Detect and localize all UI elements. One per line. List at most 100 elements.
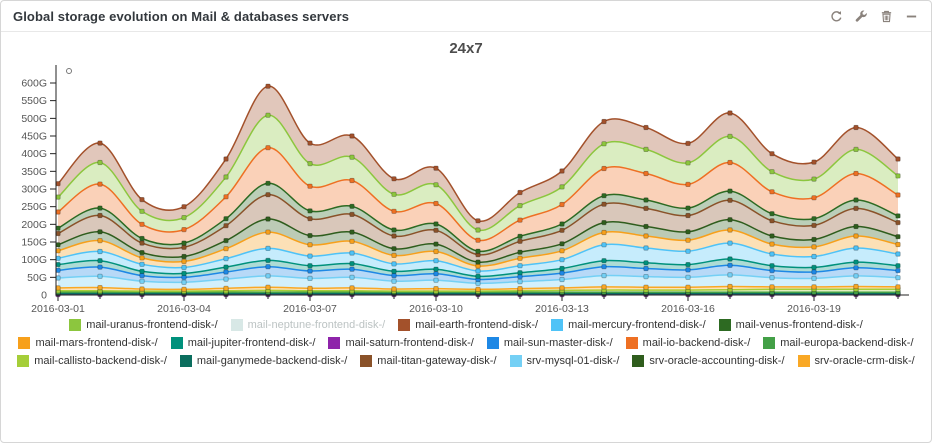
data-point-marker	[307, 263, 313, 269]
data-point-marker	[475, 227, 481, 233]
legend-item-srv-oracle-accounting-disk[interactable]: srv-oracle-accounting-disk-/	[632, 355, 785, 367]
data-point-marker	[769, 263, 775, 269]
data-point-marker	[601, 284, 607, 290]
data-point-marker	[181, 286, 187, 292]
data-point-marker	[853, 265, 859, 271]
data-point-marker	[853, 170, 859, 177]
data-point-marker	[601, 165, 607, 172]
legend-item-mail-ganymede-backend-disk[interactable]: mail-ganymede-backend-disk-/	[179, 355, 347, 367]
data-point-marker	[559, 270, 565, 276]
legend-item-mail-europa-backend-disk[interactable]: mail-europa-backend-disk-/	[763, 337, 914, 349]
y-tick-label: 200G	[21, 219, 47, 231]
data-point-marker	[727, 110, 733, 116]
legend-item-mail-titan-gateway-disk[interactable]: mail-titan-gateway-disk-/	[360, 355, 497, 367]
data-point-marker	[391, 208, 397, 214]
legend-item-mail-earth-frontend-disk[interactable]: mail-earth-frontend-disk-/	[398, 319, 538, 331]
chart-area: 50G 100G 150G 200G 250G 300G 350G 400G 450G 500G 5…	[1, 59, 931, 317]
data-point-marker	[895, 267, 901, 274]
delete-button[interactable]	[879, 9, 894, 24]
data-point-marker	[685, 274, 691, 280]
data-point-marker	[727, 240, 733, 246]
data-point-marker	[181, 240, 187, 246]
data-point-marker	[685, 160, 691, 166]
data-point-marker	[643, 265, 649, 272]
data-point-marker	[307, 242, 313, 248]
legend-item-mail-neptune-frontend-disk[interactable]: mail-neptune-frontend-disk-/	[230, 319, 385, 331]
data-point-marker	[265, 273, 271, 279]
data-point-marker	[685, 229, 691, 235]
legend-item-mail-io-backend-disk[interactable]: mail-io-backend-disk-/	[625, 337, 750, 349]
data-point-marker	[307, 161, 313, 167]
data-point-marker	[433, 277, 439, 283]
data-point-marker	[895, 219, 901, 226]
data-point-marker	[433, 241, 439, 247]
data-point-marker	[391, 272, 397, 279]
data-point-marker	[265, 229, 271, 235]
data-point-marker	[97, 140, 103, 146]
data-point-marker	[223, 194, 229, 200]
legend-swatch-icon	[230, 319, 243, 331]
data-point-marker	[643, 223, 649, 230]
legend-item-mail-jupiter-frontend-disk[interactable]: mail-jupiter-frontend-disk-/	[170, 337, 316, 349]
legend-item-mail-venus-frontend-disk[interactable]: mail-venus-frontend-disk-/	[718, 319, 863, 331]
data-point-marker	[349, 211, 355, 217]
data-point-marker	[433, 285, 439, 292]
legend-item-srv-oracle-crm-disk[interactable]: srv-oracle-crm-disk-/	[797, 355, 915, 367]
legend-item-mail-saturn-frontend-disk[interactable]: mail-saturn-frontend-disk-/	[328, 337, 474, 349]
data-point-marker	[685, 237, 691, 243]
data-point-marker	[475, 237, 481, 243]
settings-button[interactable]	[854, 9, 869, 24]
data-point-marker	[433, 227, 439, 233]
data-point-marker	[433, 221, 439, 227]
data-point-marker	[643, 284, 649, 290]
data-point-marker	[349, 285, 355, 291]
y-tick-label: 150G	[21, 237, 47, 249]
refresh-button[interactable]	[829, 9, 844, 24]
data-point-marker	[139, 208, 145, 214]
data-point-marker	[307, 275, 313, 281]
data-point-marker	[685, 140, 691, 146]
panel-title: Global storage evolution on Mail & datab…	[13, 8, 350, 24]
data-point-marker	[811, 275, 817, 281]
wrench-icon	[855, 10, 867, 22]
data-point-marker	[853, 273, 859, 279]
data-point-marker	[811, 269, 817, 275]
stacked-area-chart[interactable]: 50G 100G 150G 200G 250G 300G 350G 400G 450G 500G 5…	[1, 59, 932, 317]
data-point-marker	[181, 253, 187, 260]
data-point-marker	[391, 268, 397, 274]
data-point-marker	[895, 156, 901, 162]
y-tick-label: 400G	[21, 148, 47, 160]
legend-item-srv-mysql-01-disk[interactable]: srv-mysql-01-disk-/	[509, 355, 619, 367]
legend-item-mail-mercury-frontend-disk[interactable]: mail-mercury-frontend-disk-/	[551, 319, 706, 331]
legend-label: mail-sun-master-disk-/	[503, 337, 613, 349]
data-point-marker	[685, 261, 691, 268]
data-point-marker	[349, 177, 355, 184]
x-tick-label: 2016-03-01	[31, 303, 85, 315]
minimize-button[interactable]	[904, 9, 919, 24]
legend-label: mail-jupiter-frontend-disk-/	[187, 337, 316, 349]
legend-item-mail-sun-master-disk[interactable]: mail-sun-master-disk-/	[486, 337, 613, 349]
legend-swatch-icon	[763, 337, 776, 349]
data-point-marker	[895, 213, 901, 219]
data-point-marker	[265, 83, 271, 89]
legend-item-mail-uranus-frontend-disk[interactable]: mail-uranus-frontend-disk-/	[69, 319, 218, 331]
data-point-marker	[139, 268, 145, 274]
data-point-marker	[181, 258, 187, 264]
data-point-marker	[97, 258, 103, 264]
data-point-marker	[727, 217, 733, 223]
data-point-marker	[265, 192, 271, 198]
data-point-marker	[559, 221, 565, 227]
legend-item-mail-callisto-backend-disk[interactable]: mail-callisto-backend-disk-/	[17, 355, 167, 367]
data-point-marker	[349, 266, 355, 272]
data-point-marker	[853, 146, 859, 152]
legend-item-mail-mars-frontend-disk[interactable]: mail-mars-frontend-disk-/	[18, 337, 158, 349]
data-point-marker	[853, 124, 859, 131]
area-mail-io-backend-disk-/	[58, 147, 898, 252]
y-tick-label: 250G	[21, 201, 47, 213]
data-point-marker	[727, 256, 733, 262]
legend-label: mail-earth-frontend-disk-/	[415, 319, 539, 331]
data-point-marker	[97, 284, 103, 291]
data-point-marker	[559, 285, 565, 291]
data-point-marker	[139, 261, 145, 267]
area-mail-jupiter-frontend-disk-/	[58, 258, 898, 280]
